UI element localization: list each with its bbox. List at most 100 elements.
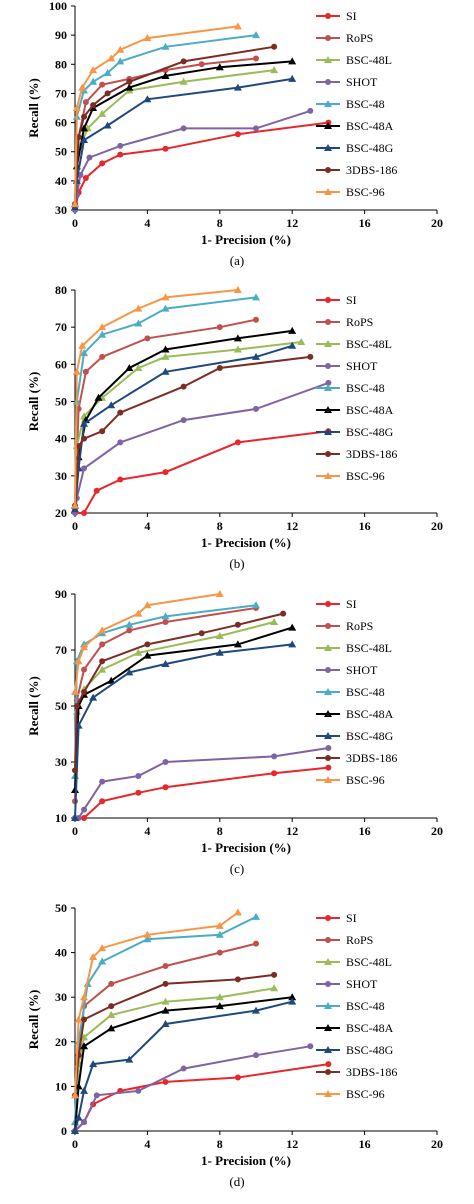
data-point-marker <box>134 364 143 372</box>
data-point-marker <box>89 77 98 85</box>
data-point-marker <box>234 131 241 138</box>
data-point-marker <box>81 666 88 673</box>
legend-marker <box>325 297 331 303</box>
data-point-marker <box>135 789 142 796</box>
y-tick-label: 40 <box>55 432 67 446</box>
series-bsc-48 <box>71 31 260 208</box>
legend-label: 3DBS-186 <box>346 447 397 461</box>
legend-marker <box>324 100 332 107</box>
legend-label: BSC-48G <box>346 1043 394 1057</box>
data-point-marker <box>252 293 260 301</box>
series-line <box>74 25 239 205</box>
legend-entry: BSC-96 <box>316 185 385 199</box>
series-bsc-48l <box>71 984 279 1126</box>
legend-label: BSC-48 <box>346 381 385 395</box>
data-point-marker <box>78 83 87 91</box>
legend-label: RoPS <box>346 619 373 633</box>
data-point-marker <box>216 324 223 331</box>
data-point-marker <box>89 66 98 74</box>
data-point-marker <box>71 814 79 821</box>
data-point-marker <box>233 83 242 91</box>
x-axis-label: 1- Precision (%) <box>201 1153 291 1168</box>
series-line <box>74 942 257 1132</box>
data-point-marker <box>161 345 170 353</box>
data-point-marker <box>270 66 279 74</box>
data-point-marker <box>117 439 124 446</box>
legend-marker <box>324 122 332 129</box>
legend-label: BSC-48 <box>346 999 385 1013</box>
legend-marker <box>325 667 331 673</box>
legend-entry: BSC-48 <box>316 97 385 111</box>
data-point-marker <box>162 759 169 765</box>
legend-marker <box>325 319 331 325</box>
legend-marker <box>324 688 332 695</box>
chart-panel-b: 20 30 40 50 60 70 80 0 4 8 12 16 20 1- Precision (%) R… <box>26 283 443 571</box>
legend-label: BSC-48 <box>346 685 385 699</box>
legend-entry: SI <box>316 911 357 925</box>
series-line <box>74 1000 293 1132</box>
series-shot <box>72 379 332 516</box>
panel-caption: (b) <box>229 556 244 571</box>
series-bsc-48 <box>71 912 260 1126</box>
data-point-marker <box>161 304 170 312</box>
legend-label: BSC-96 <box>346 185 385 199</box>
data-point-marker <box>99 353 106 360</box>
legend-entry: SI <box>316 597 357 611</box>
data-point-marker <box>252 1006 260 1014</box>
data-point-marker <box>81 806 88 813</box>
legend-marker <box>324 188 332 195</box>
data-point-marker <box>234 976 241 983</box>
legend-label: BSC-48G <box>346 141 394 155</box>
data-point-marker <box>288 623 297 631</box>
data-point-marker <box>271 971 278 978</box>
legend-label: RoPS <box>346 31 373 45</box>
data-point-marker <box>107 1011 116 1019</box>
data-point-marker <box>80 419 89 427</box>
data-point-marker <box>117 151 124 158</box>
x-tick-label: 4 <box>144 519 150 533</box>
y-tick-label: 30 <box>55 755 67 769</box>
data-point-marker <box>162 145 169 152</box>
series-bsc-48l <box>71 66 279 211</box>
x-tick-label: 20 <box>431 519 443 533</box>
data-point-marker <box>215 648 224 656</box>
series-line <box>74 381 329 514</box>
data-point-marker <box>103 69 112 77</box>
legend-label: RoPS <box>346 933 373 947</box>
x-tick-label: 16 <box>359 216 371 230</box>
data-point-marker <box>143 651 152 659</box>
y-tick-label: 20 <box>55 1035 67 1049</box>
legend-label: SHOT <box>346 977 378 991</box>
data-point-marker <box>82 174 89 181</box>
data-point-marker <box>161 71 170 79</box>
data-point-marker <box>270 984 279 992</box>
legend-marker <box>324 644 332 651</box>
data-point-marker <box>179 77 188 85</box>
x-tick-label: 8 <box>217 1137 223 1151</box>
data-point-marker <box>233 640 242 648</box>
series-bsc-48 <box>71 601 260 779</box>
data-point-marker <box>253 1052 259 1059</box>
legend-marker <box>325 363 331 369</box>
data-point-marker <box>288 993 297 1001</box>
data-point-marker <box>135 773 142 779</box>
y-tick-label: 70 <box>55 320 67 334</box>
legend-entry: RoPS <box>316 31 373 45</box>
legend-label: BSC-48L <box>346 641 392 655</box>
data-point-marker <box>215 921 224 929</box>
data-point-marker <box>252 601 260 609</box>
data-point-marker <box>74 1015 83 1023</box>
data-point-marker <box>74 1113 83 1121</box>
data-point-marker <box>117 142 124 149</box>
legend-marker <box>324 958 332 965</box>
data-point-marker <box>215 590 224 597</box>
legend-entry: SI <box>316 9 357 23</box>
data-point-marker <box>307 353 314 360</box>
data-point-marker <box>80 643 89 651</box>
legend-entry: SHOT <box>316 359 378 373</box>
data-point-marker <box>215 930 224 938</box>
data-point-marker <box>234 621 241 628</box>
data-point-marker <box>161 1006 170 1014</box>
data-point-marker <box>162 619 169 625</box>
legend-entry: BSC-48G <box>316 1043 394 1057</box>
